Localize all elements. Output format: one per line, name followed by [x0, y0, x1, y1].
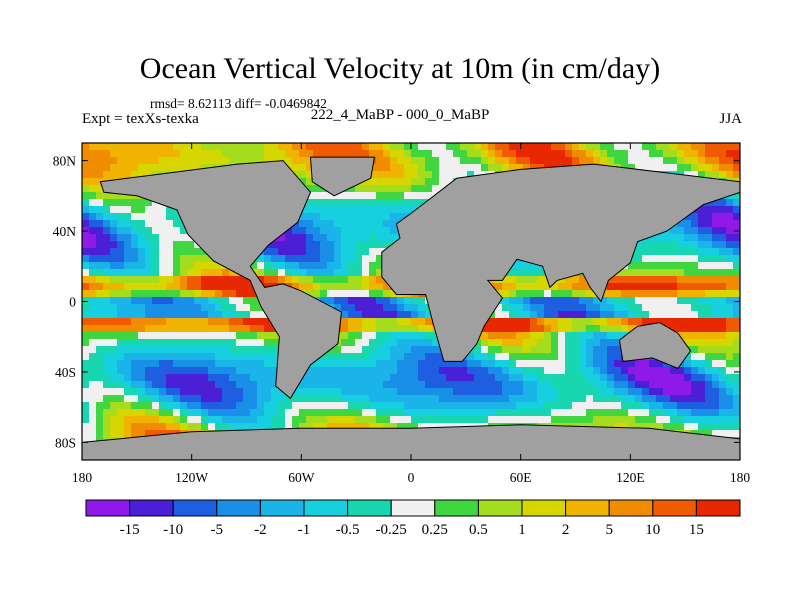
- coastline-outline: [618, 322, 692, 370]
- experiment-label: Expt = texXs-texka: [82, 111, 199, 127]
- lon-label: 180: [730, 470, 751, 485]
- lon-label: 0: [408, 470, 415, 485]
- colorbar-label: 0.5: [469, 522, 488, 538]
- colorbar-swatch: [85, 499, 131, 517]
- landmass: [100, 160, 342, 399]
- colorbar-swatch: [303, 499, 349, 517]
- lat-label: 80S: [55, 435, 76, 450]
- colorbar-swatch: [216, 499, 261, 517]
- colorbar-label: 1: [518, 522, 526, 538]
- map-title: Ocean Vertical Velocity at 10m (in cm/da…: [139, 52, 661, 85]
- colorbar-label: -5: [211, 522, 224, 538]
- stats-label: rmsd= 8.62113 diff= -0.0469842: [150, 96, 327, 111]
- landmass: [310, 157, 375, 196]
- colorbar-swatch: [172, 499, 218, 517]
- land-mask: [82, 157, 740, 460]
- colorbar-label: -15: [120, 522, 140, 538]
- coastline-outline: [309, 156, 375, 197]
- colorbar-label: -0.5: [336, 522, 360, 538]
- lat-label: 40N: [53, 224, 77, 239]
- colorbar-label: 15: [689, 522, 704, 538]
- colorbar-swatch: [477, 499, 523, 517]
- colorbar-swatch: [521, 499, 567, 517]
- colorbar-label: -2: [254, 522, 267, 538]
- lon-label: 180: [72, 470, 93, 485]
- lon-label: 120W: [175, 470, 208, 485]
- colorbar-swatch: [347, 499, 392, 517]
- colorbar-label: 5: [605, 522, 613, 538]
- lon-label: 60W: [288, 470, 315, 485]
- colorbar-swatch: [259, 499, 305, 517]
- colorbar-label: 2: [562, 522, 570, 538]
- lon-label: 120E: [616, 470, 645, 485]
- lon-label: 60E: [510, 470, 532, 485]
- season-label: JJA: [719, 111, 742, 127]
- lat-label: 40S: [55, 365, 76, 380]
- colorbar-swatch: [608, 499, 654, 517]
- colorbar-label: 10: [645, 522, 660, 538]
- landmass: [381, 164, 740, 362]
- coastline-outline: [99, 160, 343, 400]
- colorbar-label: -1: [298, 522, 311, 538]
- coastline: [82, 156, 740, 460]
- axis-ticks: 80N 40N 0 40S 80S 180 120W 60W 0 60E 120E 180: [53, 143, 751, 485]
- colorbar-label: -10: [163, 522, 183, 538]
- colorbar-swatch: [434, 499, 479, 517]
- colorbar-swatch: [652, 499, 697, 517]
- colorbar-label: -0.25: [376, 522, 407, 538]
- coastline-outline: [82, 424, 740, 460]
- colorbar-swatch: [565, 499, 610, 517]
- lat-label: 80N: [53, 154, 77, 169]
- colorbar-swatch: [695, 499, 741, 517]
- colorbar-swatch: [390, 499, 436, 517]
- landmass: [82, 424, 740, 460]
- landmass: [619, 322, 691, 369]
- colorbar: -15 -10 -5 -2 -1 -0.5 -0.25 0.25 0.5 1 2 5 10 15: [85, 499, 741, 538]
- coastline-outline: [381, 163, 740, 362]
- difference-label: 222_4_MaBP - 000_0_MaBP: [310, 107, 490, 123]
- colorbar-swatch: [129, 499, 174, 517]
- lat-label: 0: [69, 295, 76, 310]
- colorbar-label: 0.25: [422, 522, 448, 538]
